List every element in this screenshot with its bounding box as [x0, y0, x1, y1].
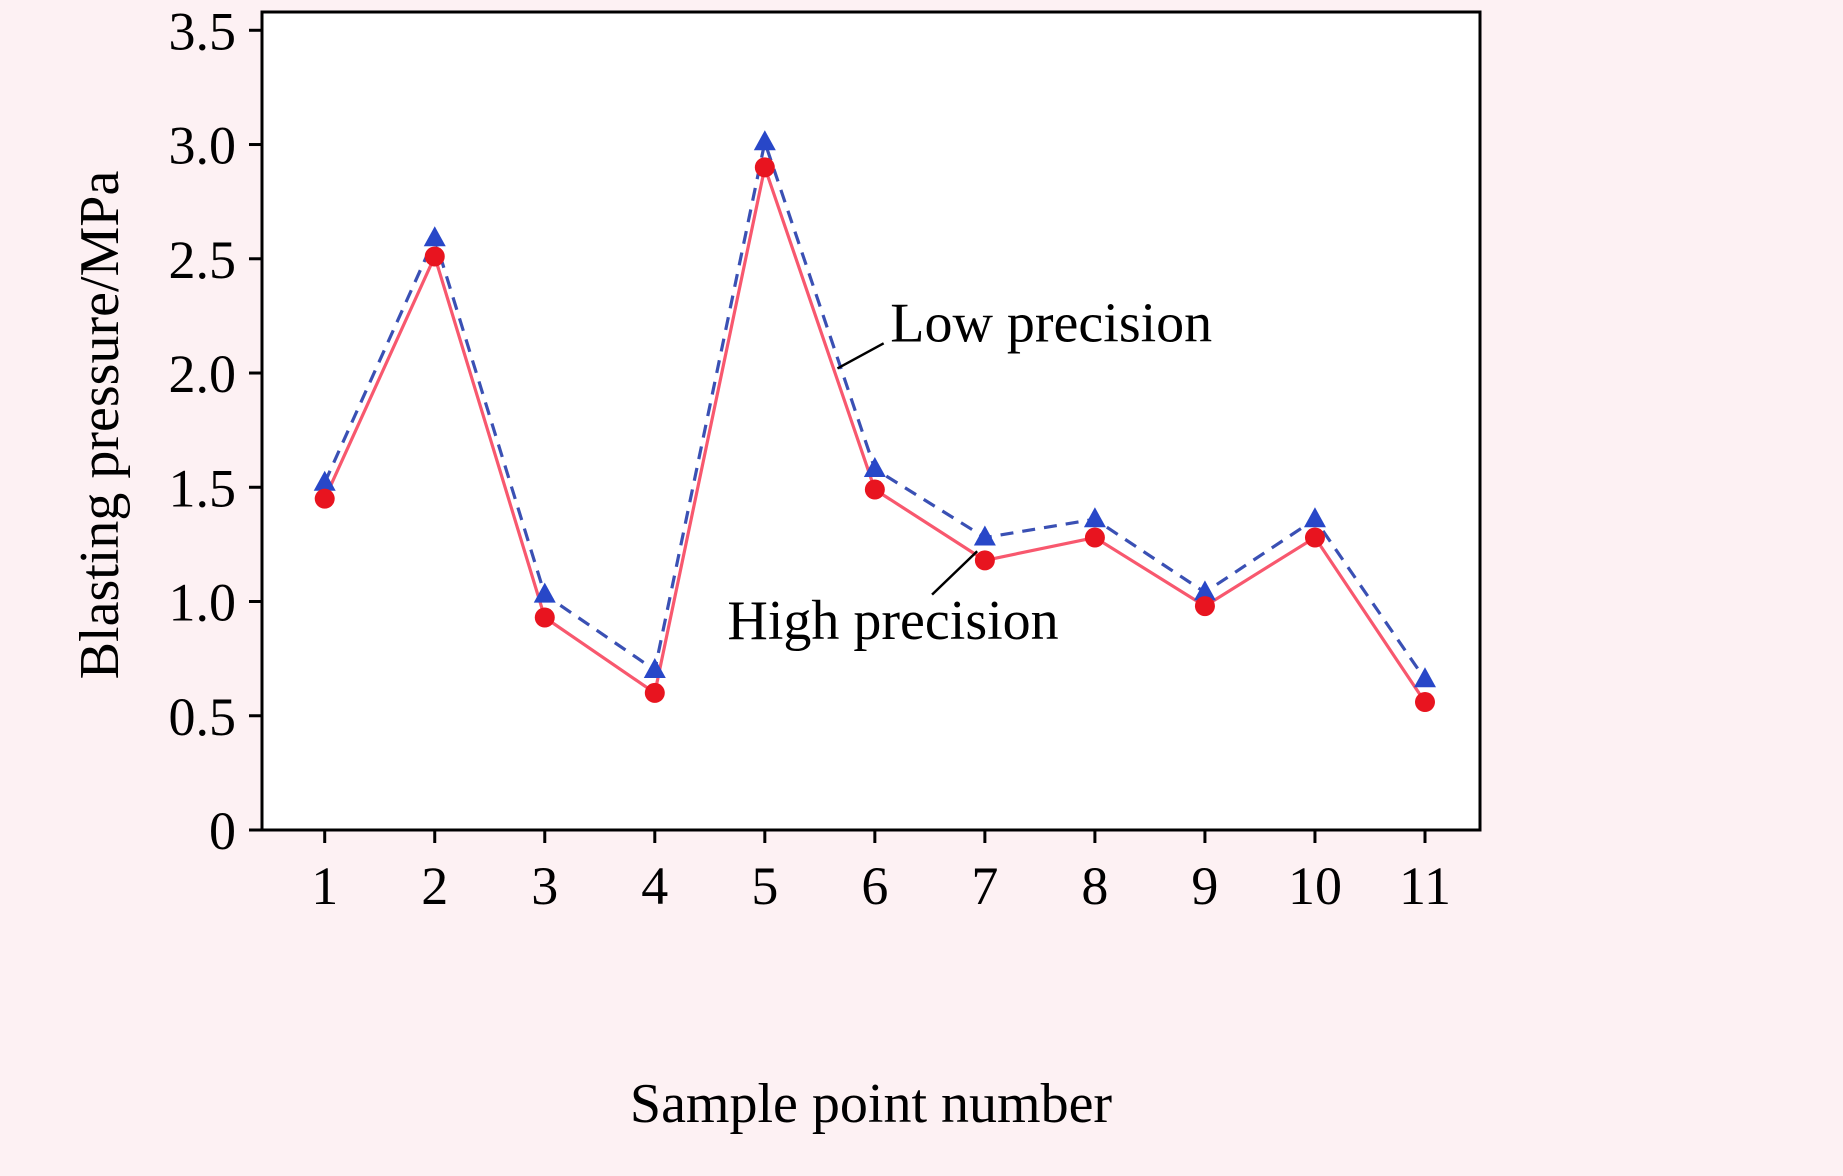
- x-tick-label: 3: [531, 856, 558, 916]
- x-tick-label: 6: [861, 856, 888, 916]
- marker-circle-high-precision: [314, 488, 335, 509]
- marker-circle-high-precision: [1084, 527, 1105, 548]
- marker-circle-high-precision: [974, 550, 995, 571]
- marker-circle-high-precision: [644, 682, 665, 703]
- marker-triangle-low-precision: [753, 130, 776, 151]
- y-tick-label: 0: [209, 801, 236, 861]
- y-tick-label: 2.0: [169, 344, 237, 404]
- marker-triangle-low-precision: [1193, 580, 1216, 601]
- x-tick-label: 7: [971, 856, 998, 916]
- annotation-label-low-precision: Low precision: [890, 293, 1212, 355]
- x-axis-title: Sample point number: [630, 1073, 1113, 1135]
- marker-circle-high-precision: [534, 607, 555, 628]
- marker-triangle-low-precision: [423, 226, 446, 247]
- x-tick-label: 10: [1288, 856, 1342, 916]
- annotation-pointer-line: [836, 342, 885, 370]
- plot-area: [260, 10, 1482, 832]
- marker-triangle-low-precision: [863, 456, 886, 477]
- x-tick-label: 2: [421, 856, 448, 916]
- y-tick-label: 3.0: [169, 116, 237, 176]
- marker-triangle-low-precision: [313, 470, 336, 491]
- y-tick-label: 3.5: [169, 1, 237, 61]
- x-tick-label: 5: [751, 856, 778, 916]
- marker-triangle-low-precision: [1303, 507, 1326, 528]
- marker-circle-high-precision: [1194, 596, 1215, 617]
- marker-triangle-low-precision: [1083, 507, 1106, 528]
- x-tick-label: 1: [311, 856, 338, 916]
- marker-triangle-low-precision: [1413, 667, 1436, 688]
- marker-triangle-low-precision: [533, 582, 556, 603]
- y-tick-label: 1.0: [169, 573, 237, 633]
- x-tick-label: 4: [641, 856, 668, 916]
- y-tick-label: 2.5: [169, 230, 237, 290]
- marker-circle-high-precision: [1414, 692, 1435, 713]
- marker-triangle-low-precision: [973, 525, 996, 546]
- y-tick-label: 1.5: [169, 458, 237, 518]
- y-axis-title: Blasting pressure/MPa: [69, 171, 131, 680]
- plot-layer: 1 2 3 4 5 6 7 8 9 10 11 0 0.5 1.0 1.5 2.0 2.5 3.0 3.5 Low p…: [169, 1, 1482, 916]
- annotation-label-high-precision: High precision: [727, 590, 1058, 652]
- x-tick-label: 8: [1081, 856, 1108, 916]
- x-tick-label: 9: [1191, 856, 1218, 916]
- marker-circle-high-precision: [864, 479, 885, 500]
- marker-circle-high-precision: [754, 157, 775, 178]
- marker-circle-high-precision: [1304, 527, 1325, 548]
- x-tick-label: 11: [1399, 856, 1451, 916]
- marker-circle-high-precision: [424, 246, 445, 267]
- annotation-pointer-line: [931, 550, 979, 596]
- marker-triangle-low-precision: [643, 658, 666, 679]
- y-tick-label: 0.5: [169, 687, 237, 747]
